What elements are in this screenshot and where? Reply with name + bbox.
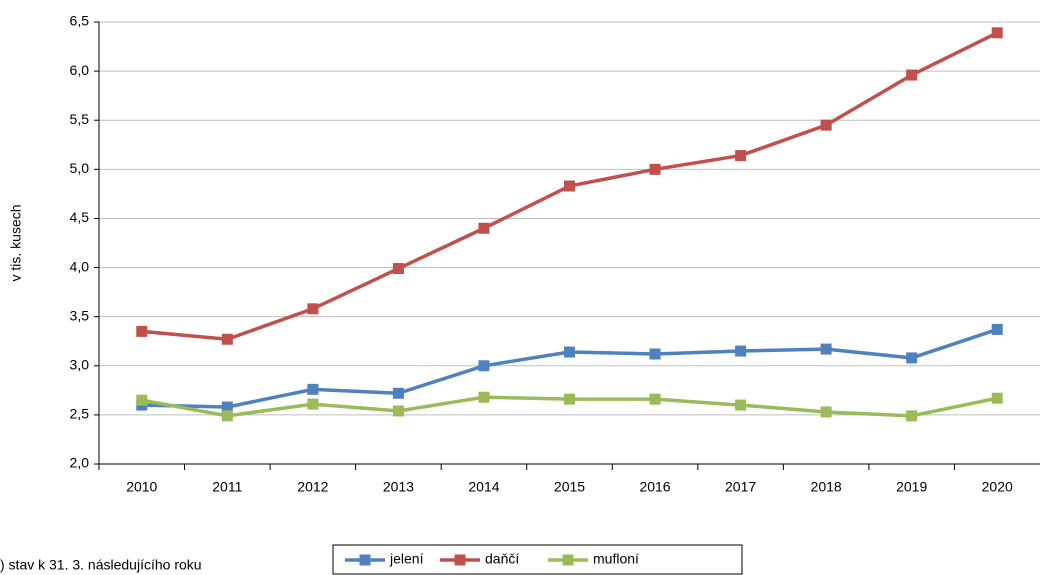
marker bbox=[221, 401, 233, 413]
x-tick-label: 2017 bbox=[725, 479, 756, 495]
y-axis-label: v tis. kusech bbox=[8, 204, 24, 281]
marker bbox=[735, 399, 747, 411]
marker bbox=[478, 222, 490, 234]
y-tick-label: 3,5 bbox=[70, 307, 90, 323]
x-tick-label: 2019 bbox=[896, 479, 927, 495]
marker bbox=[906, 410, 918, 422]
legend-swatch-marker bbox=[454, 554, 466, 566]
y-tick-label: 5,0 bbox=[70, 160, 90, 176]
legend-label: mufloní bbox=[593, 551, 639, 567]
y-tick-label: 5,5 bbox=[70, 111, 90, 127]
legend-swatch-marker bbox=[359, 554, 371, 566]
footnote: ) stav k 31. 3. následujícího roku bbox=[0, 557, 202, 573]
marker bbox=[735, 345, 747, 357]
x-tick-label: 2016 bbox=[639, 479, 670, 495]
x-tick-label: 2010 bbox=[126, 479, 157, 495]
marker bbox=[307, 398, 319, 410]
y-tick-label: 4,5 bbox=[70, 209, 90, 225]
y-tick-label: 6,0 bbox=[70, 62, 90, 78]
y-tick-label: 6,5 bbox=[70, 13, 90, 29]
marker bbox=[392, 405, 404, 417]
x-tick-label: 2011 bbox=[212, 479, 242, 495]
marker bbox=[221, 333, 233, 345]
legend-label: daňčí bbox=[485, 551, 519, 567]
marker bbox=[221, 410, 233, 422]
x-tick-label: 2020 bbox=[982, 479, 1013, 495]
marker bbox=[564, 346, 575, 358]
marker bbox=[564, 180, 575, 192]
marker bbox=[906, 352, 918, 364]
y-tick-label: 2,0 bbox=[70, 455, 90, 471]
y-tick-label: 3,0 bbox=[70, 356, 90, 372]
marker bbox=[991, 392, 1003, 404]
marker bbox=[649, 163, 661, 175]
legend-label: jelení bbox=[389, 551, 424, 567]
marker bbox=[136, 325, 148, 337]
marker bbox=[478, 360, 490, 372]
marker bbox=[649, 393, 661, 405]
marker bbox=[991, 27, 1003, 39]
x-tick-label: 2018 bbox=[811, 479, 842, 495]
marker bbox=[478, 391, 490, 403]
y-tick-label: 4,0 bbox=[70, 258, 90, 274]
x-tick-label: 2013 bbox=[383, 479, 414, 495]
marker bbox=[307, 383, 319, 395]
x-tick-label: 2012 bbox=[297, 479, 328, 495]
legend-box bbox=[332, 544, 743, 575]
marker bbox=[906, 69, 918, 81]
marker bbox=[392, 263, 404, 275]
marker bbox=[392, 387, 404, 399]
marker bbox=[564, 393, 575, 405]
marker bbox=[820, 119, 832, 131]
legend-swatch-marker bbox=[562, 554, 574, 566]
marker bbox=[991, 323, 1003, 335]
marker bbox=[136, 394, 148, 406]
marker bbox=[820, 406, 832, 418]
marker bbox=[307, 303, 319, 315]
marker bbox=[820, 343, 832, 355]
x-tick-label: 2014 bbox=[468, 479, 499, 495]
y-tick-label: 2,5 bbox=[70, 406, 90, 422]
marker bbox=[735, 150, 747, 162]
marker bbox=[649, 348, 661, 360]
x-tick-label: 2015 bbox=[554, 479, 585, 495]
